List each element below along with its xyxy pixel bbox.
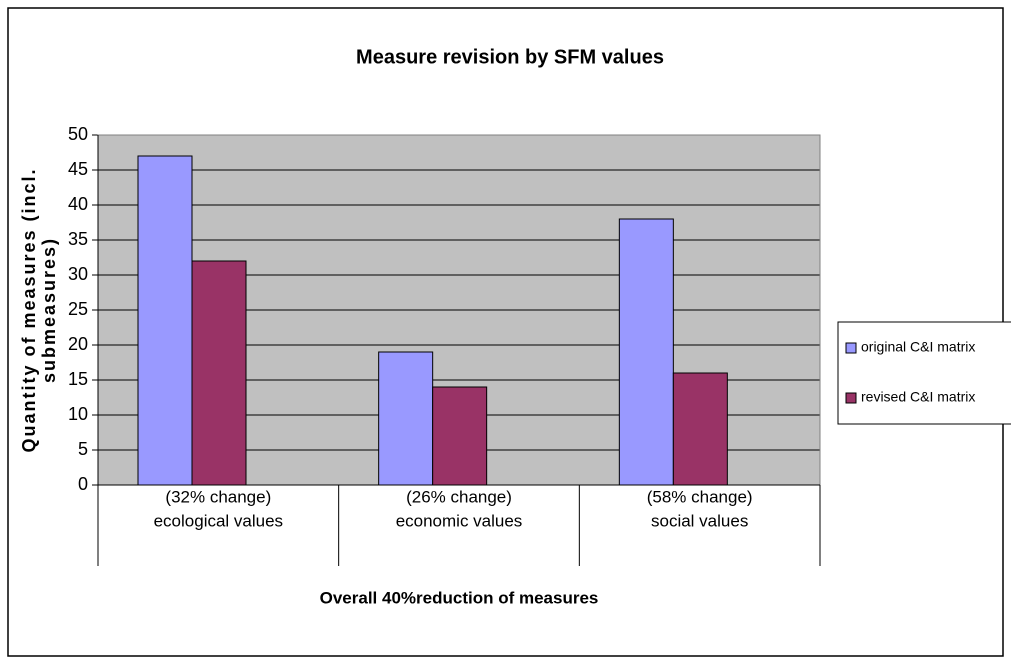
legend-swatch xyxy=(845,342,857,354)
y-axis-label-line: Quantity of measures (incl. xyxy=(19,167,39,452)
x-tick-label: economic values xyxy=(396,511,523,530)
legend-label: original C&I matrix xyxy=(861,339,975,355)
y-tick-label: 45 xyxy=(68,159,88,179)
legend-swatch xyxy=(845,392,857,404)
y-tick-label: 25 xyxy=(68,299,88,319)
y-axis-label-line: submeasures) xyxy=(39,237,59,383)
category-note: (58% change) xyxy=(647,487,753,506)
y-tick-label: 40 xyxy=(68,194,88,214)
category-note: (32% change) xyxy=(165,487,271,506)
y-tick-label: 35 xyxy=(68,229,88,249)
y-tick-label: 30 xyxy=(68,264,88,284)
y-tick-label: 50 xyxy=(68,124,88,144)
bar xyxy=(378,351,434,486)
x-tick-label: ecological values xyxy=(154,511,283,530)
y-tick-label: 10 xyxy=(68,404,88,424)
y-axis-label: Quantity of measures (incl. submeasures) xyxy=(19,167,59,452)
y-tick-label: 5 xyxy=(78,439,88,459)
y-tick-label: 15 xyxy=(68,369,88,389)
bar xyxy=(191,260,247,486)
x-axis-label: Overall 40%reduction of measures xyxy=(320,588,599,607)
y-tick-label: 20 xyxy=(68,334,88,354)
legend-label: revised C&I matrix xyxy=(861,389,975,405)
y-tick-label: 0 xyxy=(78,474,88,494)
bar xyxy=(618,218,674,486)
bar xyxy=(672,372,728,486)
bar xyxy=(137,155,193,486)
category-note: (26% change) xyxy=(406,487,512,506)
chart-title: Measure revision by SFM values xyxy=(356,46,664,68)
x-tick-label: social values xyxy=(651,511,748,530)
legend-box xyxy=(837,321,1011,425)
bar xyxy=(432,386,488,486)
